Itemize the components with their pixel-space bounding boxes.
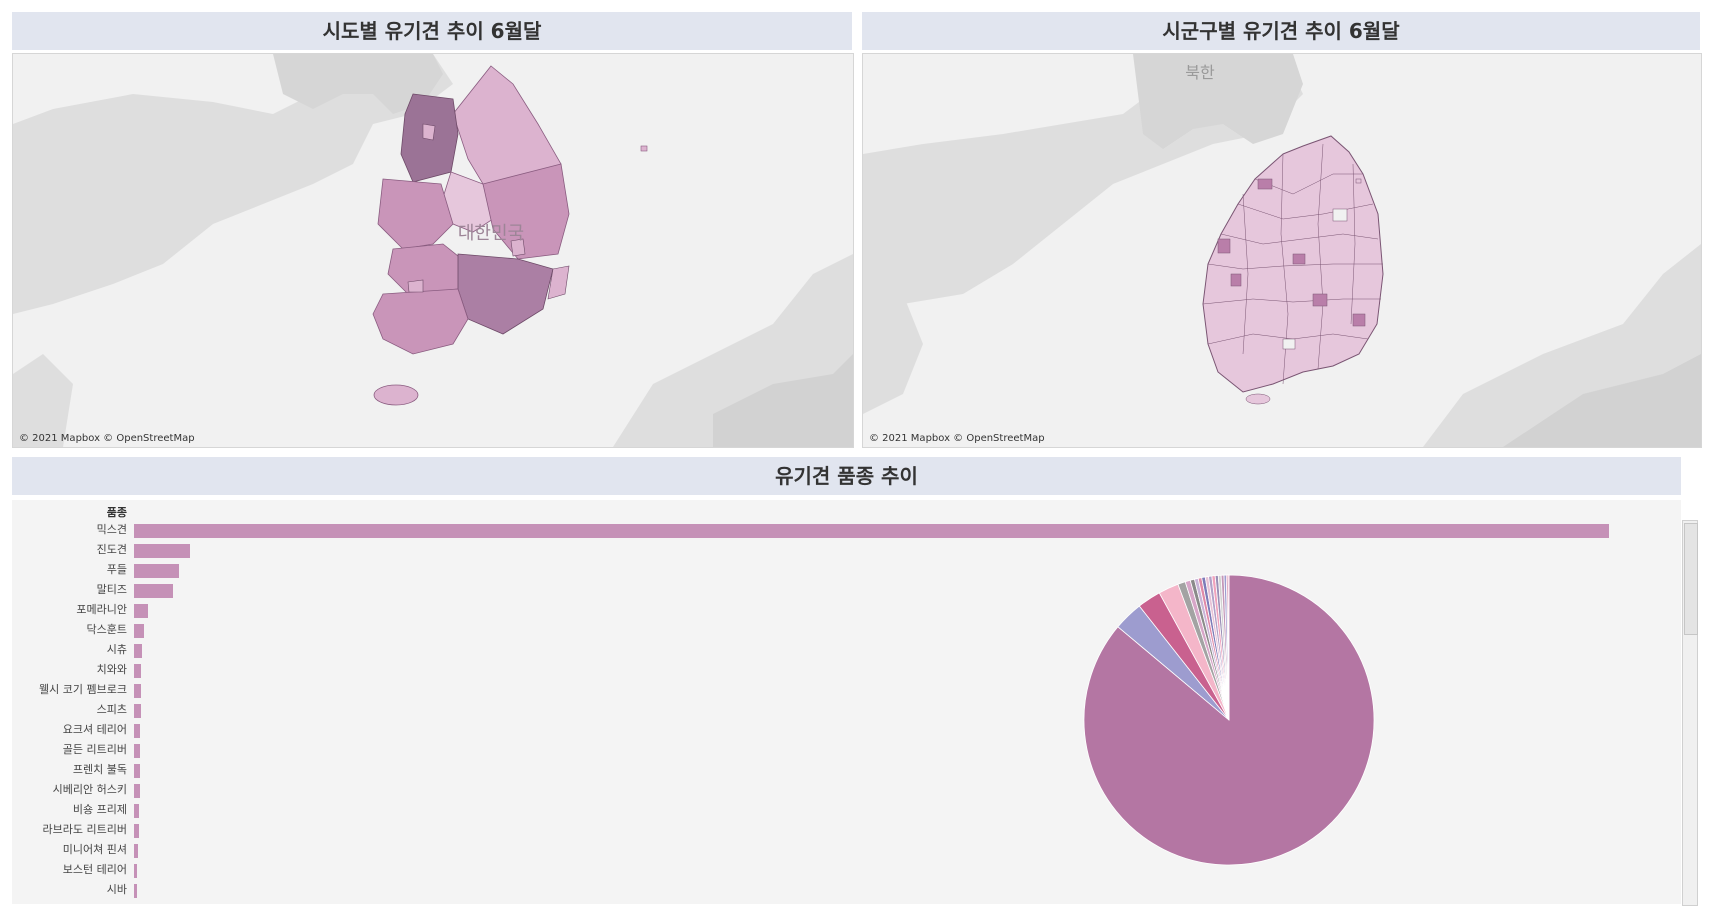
province-ulsan[interactable] <box>547 265 570 300</box>
north-korea-label: 북한 <box>1185 63 1215 82</box>
breed-bar[interactable] <box>134 744 141 758</box>
province-jeju[interactable] <box>373 384 419 406</box>
breed-row[interactable]: 포메라니안 <box>12 600 1572 620</box>
breed-row[interactable]: 요크셔 테리어 <box>12 720 1572 740</box>
province-jeonbuk[interactable] <box>387 243 469 295</box>
breed-label: 푸들 <box>106 563 127 576</box>
province-gyeongbuk[interactable] <box>482 163 570 260</box>
breed-row[interactable]: 푸들 <box>12 560 1572 580</box>
province-gyeongnam[interactable] <box>457 253 554 335</box>
china-coast <box>13 54 453 314</box>
breed-row[interactable]: 진도견 <box>12 540 1572 560</box>
north-korea-land <box>273 54 443 114</box>
breed-row[interactable]: 미니어쳐 핀셔 <box>12 840 1572 860</box>
district-map[interactable]: 북한 © 2021 Mapbox © <box>862 53 1702 448</box>
district-map-canvas[interactable]: 북한 <box>863 54 1701 447</box>
province-chungnam[interactable] <box>377 178 454 250</box>
breed-bar[interactable] <box>134 684 141 698</box>
map-attribution[interactable]: © 2021 Mapbox © OpenStreetMap <box>19 433 195 444</box>
breed-row[interactable]: 웰시 코기 펨브로크 <box>12 680 1572 700</box>
breed-pie-chart[interactable] <box>1079 570 1379 870</box>
province-map-title: 시도별 유기견 추이 6월달 <box>12 12 852 50</box>
breed-bar[interactable] <box>134 544 191 558</box>
breed-bar[interactable] <box>134 584 173 598</box>
breed-row[interactable]: 프렌치 불독 <box>12 760 1572 780</box>
breed-row[interactable]: 시바 <box>12 880 1572 900</box>
province-jeonnam[interactable] <box>372 288 469 355</box>
breed-row[interactable]: 말티즈 <box>12 580 1572 600</box>
district-ulleung[interactable] <box>1355 178 1362 184</box>
breed-label: 프렌치 불독 <box>72 763 127 776</box>
breed-label: 시바 <box>106 883 127 896</box>
breed-bar[interactable] <box>134 604 149 618</box>
north-korea-land <box>1133 54 1303 149</box>
breed-label: 라브라도 리트리버 <box>42 823 127 836</box>
breed-label: 웰시 코기 펨브로크 <box>39 683 127 696</box>
breed-row[interactable]: 닥스훈트 <box>12 620 1572 640</box>
province-ulleung[interactable] <box>640 145 648 152</box>
breed-row[interactable]: 보스턴 테리어 <box>12 860 1572 880</box>
breed-bar[interactable] <box>134 704 141 718</box>
breed-label: 믹스견 <box>96 523 127 536</box>
breed-label: 닥스훈트 <box>86 623 127 636</box>
land-sw <box>13 354 73 447</box>
breed-bar[interactable] <box>134 804 140 818</box>
breed-bar[interactable] <box>134 844 139 858</box>
breed-bar[interactable] <box>134 824 140 838</box>
breed-chart-title: 유기견 품종 추이 <box>12 457 1681 495</box>
province-daegu[interactable] <box>510 238 526 257</box>
breed-label: 말티즈 <box>96 583 127 596</box>
breed-row[interactable]: 시츄 <box>12 640 1572 660</box>
breed-label: 시베리안 허스키 <box>52 783 127 796</box>
breed-row[interactable]: 라브라도 리트리버 <box>12 820 1572 840</box>
breed-row[interactable]: 비숑 프리제 <box>12 800 1572 820</box>
breed-row[interactable]: 시베리안 허스키 <box>12 780 1572 800</box>
district-no-data[interactable] <box>1282 208 1348 350</box>
breed-label: 스피츠 <box>96 703 127 716</box>
breed-row[interactable]: 스피츠 <box>12 700 1572 720</box>
breed-label: 포메라니안 <box>76 603 127 616</box>
breed-bar[interactable] <box>134 524 1609 538</box>
province-gangwon[interactable] <box>452 65 562 185</box>
breed-label: 비숑 프리제 <box>72 803 127 816</box>
breed-bar[interactable] <box>134 564 179 578</box>
breed-label: 요크셔 테리어 <box>62 723 127 736</box>
breed-axis-header: 품종 <box>106 506 127 519</box>
breed-label: 진도견 <box>96 543 127 556</box>
breed-row[interactable]: 치와와 <box>12 660 1572 680</box>
map-attribution[interactable]: © 2021 Mapbox © OpenStreetMap <box>869 433 1045 444</box>
chart-scrollbar[interactable] <box>1682 520 1698 906</box>
breed-bar[interactable] <box>134 664 142 678</box>
japan-land-2 <box>1503 354 1701 447</box>
land-sw <box>863 294 923 414</box>
breed-label: 치와와 <box>96 663 127 676</box>
scrollbar-thumb[interactable] <box>1684 523 1698 635</box>
japan-land-2 <box>713 354 853 447</box>
breed-bar[interactable] <box>134 864 137 878</box>
breed-label: 보스턴 테리어 <box>62 863 127 876</box>
breed-label: 골든 리트리버 <box>62 743 127 756</box>
province-map-canvas[interactable]: 대한민국 <box>13 54 853 447</box>
district-islands[interactable] <box>1245 393 1271 405</box>
breed-label: 시츄 <box>106 643 127 656</box>
breed-bar[interactable] <box>134 624 144 638</box>
province-seoul[interactable] <box>422 123 436 141</box>
district-map-title: 시군구별 유기견 추이 6월달 <box>862 12 1700 50</box>
breed-row[interactable]: 믹스견 <box>12 520 1609 540</box>
breed-bar[interactable] <box>134 784 140 798</box>
district-highlights[interactable] <box>1217 178 1366 327</box>
breed-label: 미니어쳐 핀셔 <box>62 843 127 856</box>
breed-bar[interactable] <box>134 764 141 778</box>
breed-row[interactable]: 골든 리트리버 <box>12 740 1572 760</box>
country-label: 대한민국 <box>458 223 524 244</box>
breed-bar[interactable] <box>134 884 137 898</box>
breed-bar[interactable] <box>134 644 143 658</box>
province-gwangju[interactable] <box>407 279 424 293</box>
province-map[interactable]: 대한민국 © 2021 Mapbox © OpenStreetMap <box>12 53 854 448</box>
pie-slice[interactable] <box>1227 574 1230 721</box>
breed-bar[interactable] <box>134 724 141 738</box>
